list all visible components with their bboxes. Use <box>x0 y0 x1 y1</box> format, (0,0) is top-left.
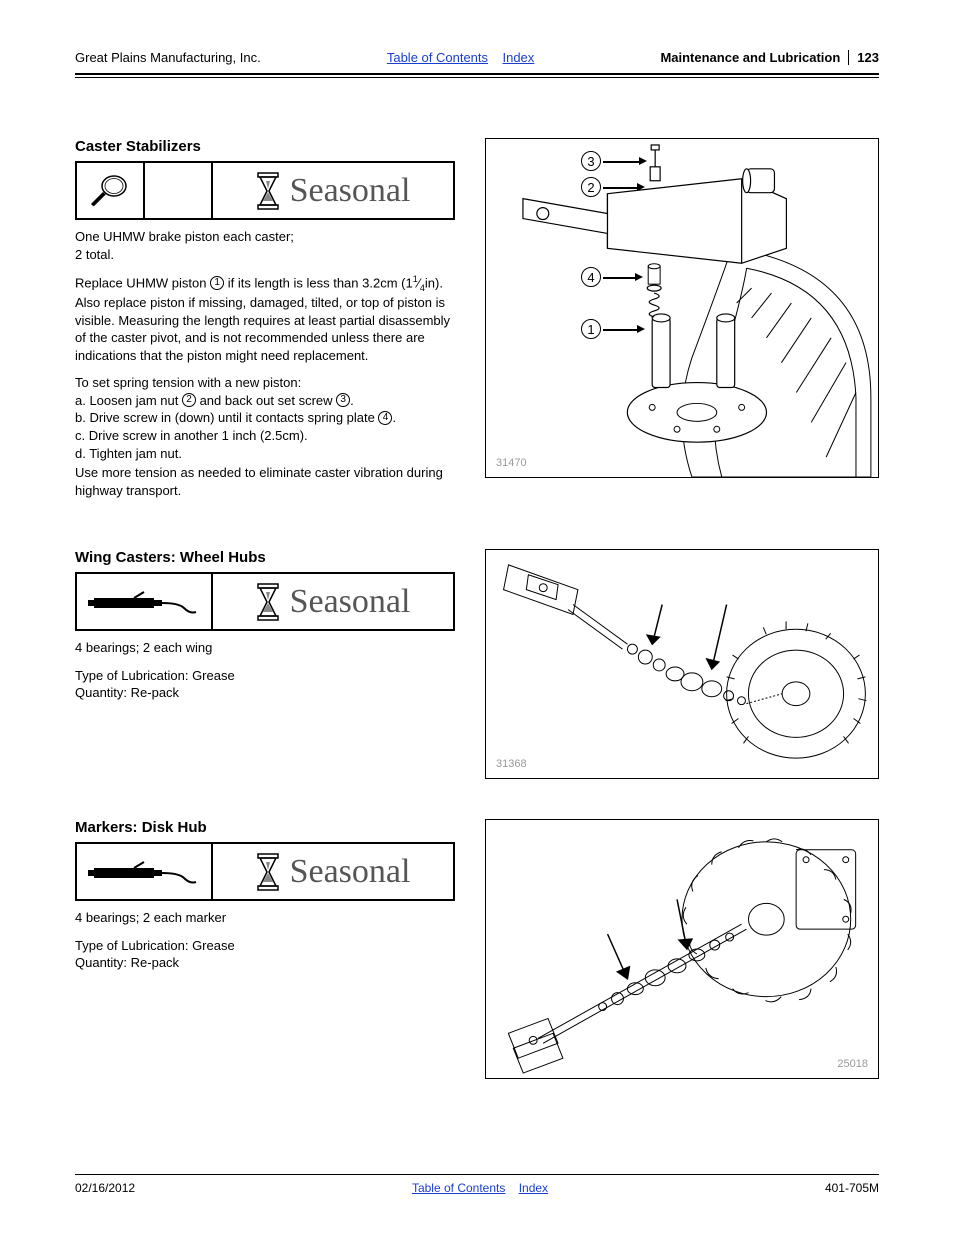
company-name: Great Plains Manufacturing, Inc. <box>75 50 261 65</box>
hourglass-icon <box>256 582 280 622</box>
page-header: Great Plains Manufacturing, Inc. Table o… <box>75 50 879 69</box>
section-wing: Wing Casters: Wheel Hubs <box>75 549 879 779</box>
blank-icon-cell <box>145 163 213 218</box>
diagram-id: 31368 <box>496 758 527 770</box>
callout-1: 1 <box>581 319 601 339</box>
markers-line2: Type of Lubrication: Grease <box>75 938 235 953</box>
seasonal-label: Seasonal <box>290 853 411 891</box>
header-rule <box>75 73 879 75</box>
caster-p4: Use more tension as needed to eliminate … <box>75 464 455 499</box>
footer-doc-id: 401-705M <box>825 1181 879 1195</box>
section-markers: Markers: Disk Hub <box>75 819 879 1079</box>
index-link[interactable]: Index <box>502 50 534 65</box>
diagram-id: 31470 <box>496 457 527 469</box>
caster-line2: 2 total. <box>75 247 114 262</box>
grease-gun-icon <box>77 574 213 629</box>
callout-4: 4 <box>581 267 601 287</box>
seasonal-label: Seasonal <box>290 172 411 210</box>
header-rule-thin <box>75 77 879 78</box>
hourglass-icon <box>256 171 280 211</box>
page-number: 123 <box>848 50 879 65</box>
page-footer: 02/16/2012 Table of Contents Index 401-7… <box>75 1174 879 1195</box>
markers-line3: Quantity: Re-pack <box>75 955 179 970</box>
seasonal-cell-wing: Seasonal <box>213 574 453 629</box>
caster-line1: One UHMW brake piston each caster; <box>75 229 294 244</box>
markers-icon-row: Seasonal <box>75 842 455 901</box>
wing-diagram: 31368 <box>485 549 879 779</box>
caster-icon-row: Seasonal <box>75 161 455 220</box>
caster-heading: Caster Stabilizers <box>75 138 455 155</box>
seasonal-cell: Seasonal <box>213 163 453 218</box>
wing-heading: Wing Casters: Wheel Hubs <box>75 549 455 566</box>
seasonal-cell-markers: Seasonal <box>213 844 453 899</box>
wing-line3: Quantity: Re-pack <box>75 685 179 700</box>
caster-steps: To set spring tension with a new piston:… <box>75 374 455 462</box>
callout-2: 2 <box>581 177 601 197</box>
wing-body: 4 bearings; 2 each wing Type of Lubricat… <box>75 639 455 702</box>
wing-line1: 4 bearings; 2 each wing <box>75 639 455 657</box>
caster-p2: Replace UHMW piston 1 if its length is l… <box>75 273 455 364</box>
diagram-id: 25018 <box>837 1058 868 1070</box>
hourglass-icon <box>256 852 280 892</box>
footer-date: 02/16/2012 <box>75 1181 135 1195</box>
footer-index-link[interactable]: Index <box>519 1181 548 1195</box>
markers-diagram: 25018 <box>485 819 879 1079</box>
caster-diagram: 3 2 4 1 31470 <box>485 138 879 478</box>
section-title: Maintenance and Lubrication <box>660 50 840 65</box>
markers-line1: 4 bearings; 2 each marker <box>75 909 455 927</box>
seasonal-label: Seasonal <box>290 583 411 621</box>
callout-3: 3 <box>581 151 601 171</box>
page-content: Caster Stabilizers <box>75 138 879 1174</box>
wing-line2: Type of Lubrication: Grease <box>75 668 235 683</box>
markers-body: 4 bearings; 2 each marker Type of Lubric… <box>75 909 455 972</box>
wing-icon-row: Seasonal <box>75 572 455 631</box>
magnifier-icon <box>77 163 145 218</box>
caster-body: One UHMW brake piston each caster; 2 tot… <box>75 228 455 499</box>
section-caster: Caster Stabilizers <box>75 138 879 509</box>
markers-heading: Markers: Disk Hub <box>75 819 455 836</box>
grease-gun-icon <box>77 844 213 899</box>
toc-link[interactable]: Table of Contents <box>387 50 488 65</box>
footer-toc-link[interactable]: Table of Contents <box>412 1181 505 1195</box>
